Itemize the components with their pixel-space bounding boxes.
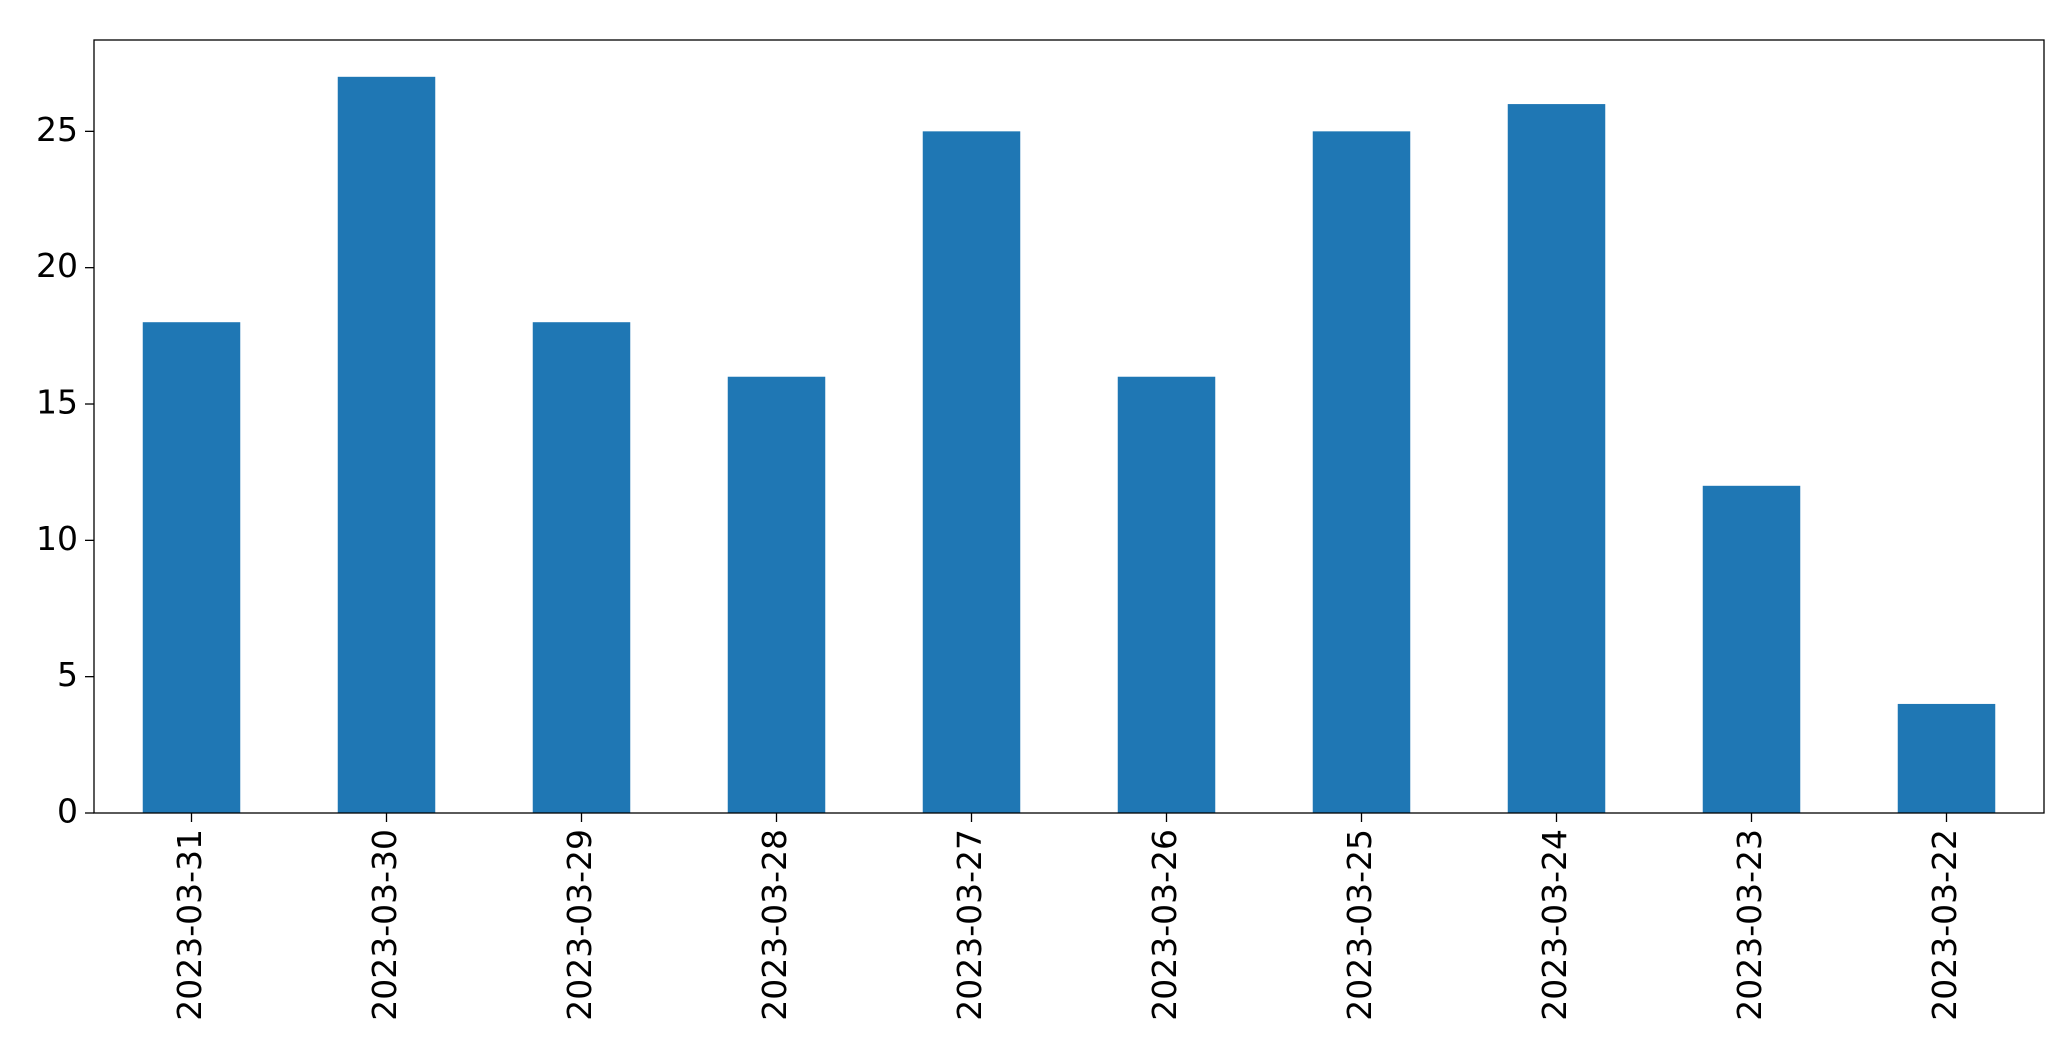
plot-frame xyxy=(93,39,2045,814)
bar xyxy=(727,376,826,813)
bar xyxy=(532,322,631,813)
y-tick-label: 0 xyxy=(57,792,78,831)
y-tick-label: 20 xyxy=(36,246,78,285)
y-tick-label: 15 xyxy=(36,383,78,422)
bar xyxy=(922,131,1021,813)
x-tick-label: 2023-03-22 xyxy=(1925,829,1964,1021)
x-tick-label: 2023-03-23 xyxy=(1730,829,1769,1021)
bar xyxy=(1897,703,1996,813)
bar xyxy=(337,76,436,814)
bar xyxy=(1117,376,1216,813)
y-tick-label: 5 xyxy=(57,655,78,694)
x-tick-label: 2023-03-25 xyxy=(1340,829,1379,1021)
bar xyxy=(1312,131,1411,813)
bar xyxy=(1702,485,1801,813)
bar xyxy=(142,322,241,813)
x-tick-label: 2023-03-26 xyxy=(1145,829,1184,1021)
x-tick-label: 2023-03-29 xyxy=(560,829,599,1021)
y-tick-label: 10 xyxy=(36,519,78,558)
x-tick-label: 2023-03-27 xyxy=(950,829,989,1021)
x-tick-label: 2023-03-31 xyxy=(170,829,209,1021)
x-tick-label: 2023-03-30 xyxy=(365,829,404,1021)
x-tick-label: 2023-03-24 xyxy=(1535,829,1574,1021)
bar xyxy=(1507,104,1606,814)
x-tick-label: 2023-03-28 xyxy=(755,829,794,1021)
y-tick-label: 25 xyxy=(36,110,78,149)
